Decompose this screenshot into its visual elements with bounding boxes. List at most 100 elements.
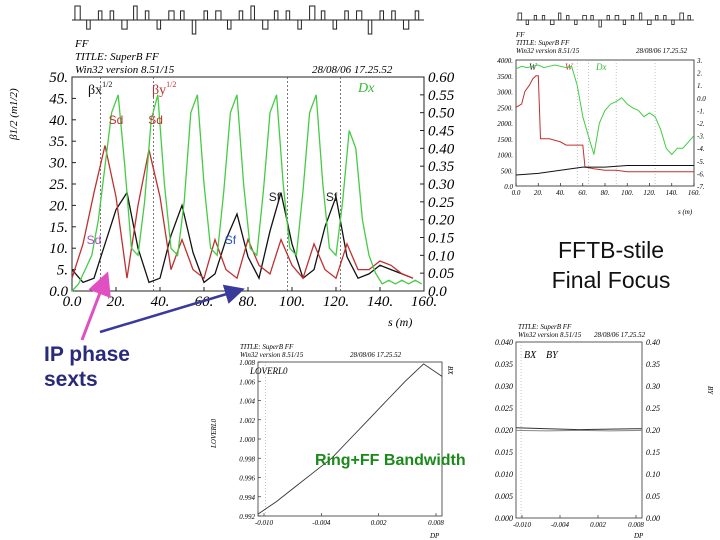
- y-left-tick-label: 2500.: [497, 104, 513, 112]
- lattice-element: [679, 12, 684, 21]
- y-right-tick-label: 0.35: [646, 360, 660, 369]
- y-left-tick-label: 0.030: [495, 382, 513, 391]
- x-tick-label: 0.008: [628, 521, 644, 529]
- sextupole-label: Sd: [148, 113, 163, 127]
- series-line: [515, 165, 694, 176]
- y-right-tick-label: 0.0: [697, 95, 706, 103]
- y-tick-label: 0.996: [239, 475, 255, 483]
- x-tick-label: 0.002: [371, 519, 387, 527]
- tr-header-title: TITLE: SuperB FF: [516, 39, 570, 47]
- lattice-element: [180, 10, 185, 21]
- lattice-element: [558, 12, 562, 21]
- x-tick-label: 160.: [411, 294, 437, 310]
- lattice-element: [320, 10, 326, 21]
- y-right-tick-label: 0.25: [646, 404, 660, 413]
- y-right-tick-label: -2.: [697, 120, 705, 128]
- y-tick-label: 0.994: [239, 494, 255, 502]
- lattice-strip: [72, 5, 424, 35]
- lattice-element: [663, 15, 667, 21]
- y-left-tick-label: 0.015: [495, 448, 513, 457]
- header-ff: FF: [74, 38, 89, 50]
- y-left-tick-label: 35.: [48, 134, 68, 150]
- legend-bety: βy1/2: [152, 80, 176, 98]
- y-left-tick-label: 0.010: [495, 470, 513, 479]
- lattice-element: [109, 10, 115, 21]
- lattice-element: [391, 10, 396, 21]
- y-left-tick-label: 0.035: [495, 360, 513, 369]
- y-right-tick-label: -1.: [697, 107, 705, 115]
- y-left-tick-label: 15.: [49, 220, 68, 236]
- y-right-tick-label: -5.: [697, 158, 705, 166]
- lattice-element: [332, 19, 338, 30]
- x-tick-label: -0.004: [551, 521, 570, 529]
- lattice-element: [614, 15, 620, 21]
- y-left-tick-label: 0.040: [495, 338, 513, 347]
- lattice-element: [168, 10, 175, 21]
- x-tick-label: 0.002: [590, 521, 606, 529]
- main-optics-chart: FF TITLE: SuperB FF Win32 version 8.51/1…: [8, 5, 455, 329]
- lattice-element: [630, 15, 635, 21]
- lattice-element: [549, 19, 555, 25]
- lattice-element: [262, 19, 269, 30]
- legend-dx: Dx: [357, 81, 375, 96]
- lattice-element: [622, 19, 627, 25]
- lattice-strip-small: [516, 12, 694, 28]
- br-header-date: 28/08/06 17.25.52: [594, 331, 646, 339]
- lattice-element: [671, 19, 675, 25]
- tr-header-ff: FF: [515, 31, 525, 39]
- sextupole-label: Sd: [87, 233, 102, 247]
- lattice-element: [533, 15, 538, 21]
- tr-header-date: 28/08/06 17.25.52: [636, 47, 688, 55]
- y-right-tick-label: 0.50: [428, 106, 455, 122]
- sextupole-label: Sf: [326, 190, 338, 204]
- y-right-tick-label: 0.60: [428, 70, 455, 86]
- lattice-element: [297, 19, 302, 30]
- y-tick-label: 0.998: [239, 455, 255, 463]
- x-tick-label: -0.010: [513, 521, 532, 529]
- br-right-label: BY: [706, 386, 714, 395]
- tr-legend-dx: Dx: [595, 62, 607, 72]
- series-line: [71, 145, 414, 280]
- lattice-element: [367, 19, 373, 35]
- y-left-tick-label: 45.: [49, 91, 68, 107]
- x-tick-label: 120.: [323, 294, 349, 310]
- y-right-tick-label: 0.45: [428, 124, 455, 140]
- y-right-tick-label: -3.: [697, 133, 705, 141]
- series-line: [515, 75, 694, 173]
- legend-betx: βx1/2: [88, 80, 112, 98]
- y-tick-label: 1.004: [239, 398, 255, 406]
- y-left-tick-label: 30.: [48, 156, 68, 172]
- br-legend-bx: BX: [524, 350, 537, 361]
- y-left-tick-label: 3500.: [496, 73, 513, 81]
- y-left-tick-label: 10.: [49, 241, 68, 257]
- y-left-tick-label: 25.: [49, 177, 68, 193]
- fftb-label-line2: Final Focus: [551, 267, 671, 293]
- y-left-tick-label: 0.0: [504, 183, 513, 191]
- y-left-tick-label: 0.000: [495, 514, 513, 523]
- lattice-element: [638, 12, 643, 21]
- lattice-element: [74, 5, 81, 21]
- y-right-tick-label: 0.05: [646, 492, 660, 501]
- bm-header-title: TITLE: SuperB FF: [240, 343, 294, 351]
- series-line: [515, 429, 643, 432]
- br-legend-by: BY: [546, 350, 559, 361]
- sextupole-label: Sf: [269, 190, 281, 204]
- lattice-element: [541, 15, 546, 21]
- y-left-tick-label: 2000.: [497, 120, 513, 128]
- x-tick-label: 0.0: [63, 294, 82, 310]
- lattice-element: [273, 10, 279, 21]
- y-left-tick-label: 1000.: [497, 152, 513, 160]
- header-date: 28/08/06 17.25.52: [312, 64, 393, 76]
- tr-x-axis-label: s (m): [678, 208, 693, 216]
- y-left-tick-label: 1500.: [497, 136, 513, 144]
- y-tick-label: 1.000: [239, 436, 255, 444]
- x-tick-label: 40.: [151, 294, 170, 310]
- fftb-label-line1: FFTB-stile: [557, 237, 665, 263]
- lattice-element: [309, 5, 316, 21]
- x-axis-label: s (m): [388, 315, 412, 329]
- y-right-tick-label: 0.00: [646, 514, 660, 523]
- bottom-right-chart: TITLE: SuperB FF Win32 version 8.51/15 2…: [495, 323, 714, 540]
- lattice-element: [647, 19, 652, 25]
- header-version: Win32 version 8.51/15: [75, 64, 175, 76]
- x-tick-label: 140.: [367, 294, 393, 310]
